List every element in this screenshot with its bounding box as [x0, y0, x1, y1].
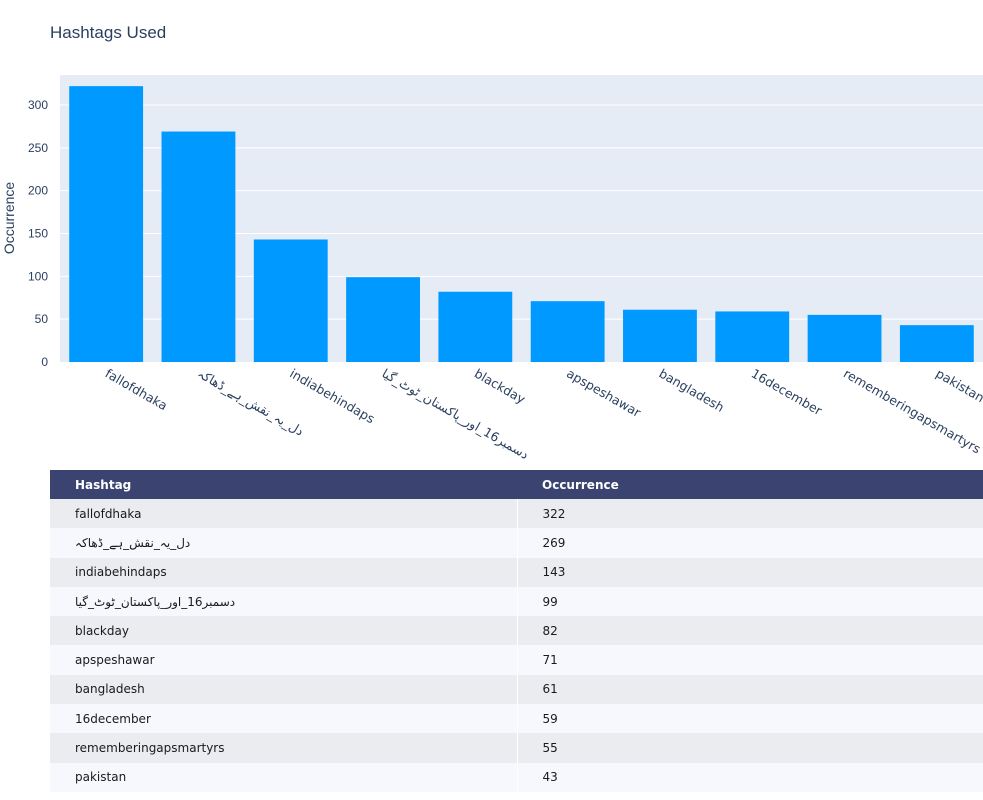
y-axis-ticks: 0 50 100 150 200 250 300: [28, 98, 48, 369]
table-row: bangladesh 61: [50, 674, 983, 705]
y-tick-label: 200: [28, 184, 48, 198]
occurrence-cell: 43: [517, 762, 983, 792]
y-tick-label: 300: [28, 98, 48, 112]
bar: [438, 291, 513, 362]
x-tick-label: indiabehindaps: [287, 366, 377, 427]
bar: [69, 86, 144, 362]
table-row: pakistan 43: [50, 762, 983, 792]
x-tick-label: دسمبر16_اور_پاکستان_ٹوٹ_گیا: [379, 366, 531, 463]
bar: [899, 325, 974, 362]
hashtag-cell: blackday: [50, 616, 518, 646]
occurrence-cell: 99: [517, 586, 983, 617]
hashtag-cell: bangladesh: [50, 674, 518, 705]
occurrence-cell: 143: [517, 557, 983, 587]
occurrence-cell: 59: [517, 704, 983, 734]
y-tick-label: 150: [28, 226, 48, 240]
table-row: indiabehindaps 143: [50, 557, 983, 587]
bar: [253, 239, 328, 362]
table-row: fallofdhaka 322: [50, 499, 983, 529]
bars: [69, 86, 974, 362]
table-row: rememberingapsmartyrs 55: [50, 733, 983, 763]
x-tick-label: fallofdhaka: [103, 366, 170, 414]
table-row: 16december 59: [50, 704, 983, 734]
occurrence-cell: 71: [517, 645, 983, 675]
hashtag-cell: 16december: [50, 704, 518, 734]
hashtag-cell: دسمبر16_اور_پاکستان_ٹوٹ_گیا: [50, 586, 518, 617]
bar: [623, 309, 697, 362]
table-row: apspeshawar 71: [50, 645, 983, 675]
occurrence-cell: 269: [517, 528, 983, 558]
table-row: دسمبر16_اور_پاکستان_ٹوٹ_گیا 99: [50, 586, 983, 617]
bar-chart: Hashtags Used 0 50 100 150 200 250 300 fallofd…: [1, 23, 983, 463]
bar: [807, 314, 882, 362]
x-tick-label: bangladesh: [656, 366, 726, 415]
x-tick-label: pakistan: [933, 366, 983, 406]
header-hashtag: Hashtag: [50, 470, 517, 499]
chart-title: Hashtags Used: [50, 23, 166, 42]
hashtag-cell: indiabehindaps: [50, 557, 518, 587]
x-tick-label: 16december: [749, 366, 826, 419]
hashtag-cell: apspeshawar: [50, 645, 518, 675]
y-tick-label: 50: [35, 312, 49, 326]
hashtag-cell: pakistan: [50, 762, 518, 792]
occurrence-cell: 61: [517, 674, 983, 705]
hashtag-cell: rememberingapsmartyrs: [50, 733, 518, 763]
bar: [346, 277, 420, 362]
occurrence-cell: 55: [517, 733, 983, 763]
table-row: دل_یہ_نقش_ہے_ڈھاکہ 269: [50, 528, 983, 558]
hashtag-cell: دل_یہ_نقش_ہے_ڈھاکہ: [50, 528, 518, 558]
occurrence-cell: 82: [517, 616, 983, 646]
bar: [715, 311, 790, 362]
table-row: blackday 82: [50, 616, 983, 646]
x-tick-label: apspeshawar: [564, 366, 644, 421]
header-occurrence: Occurrence: [517, 470, 983, 499]
x-tick-label: blackday: [472, 366, 529, 407]
x-axis-ticks: fallofdhaka دل_یہ_نقش_ہے_ڈھاکہindiabehind…: [103, 366, 983, 463]
hashtag-cell: fallofdhaka: [50, 499, 518, 529]
y-tick-label: 100: [28, 269, 48, 283]
y-tick-label: 250: [28, 141, 48, 155]
occurrence-cell: 322: [517, 499, 983, 529]
table-header-row: Hashtag Occurrence: [50, 470, 983, 499]
bar: [530, 301, 605, 362]
y-axis-title: Occurrence: [1, 182, 17, 255]
bar: [161, 131, 236, 362]
hashtag-table: Hashtag Occurrence fallofdhaka 322 دل_یہ_ن…: [50, 470, 983, 792]
y-tick-label: 0: [41, 355, 48, 369]
